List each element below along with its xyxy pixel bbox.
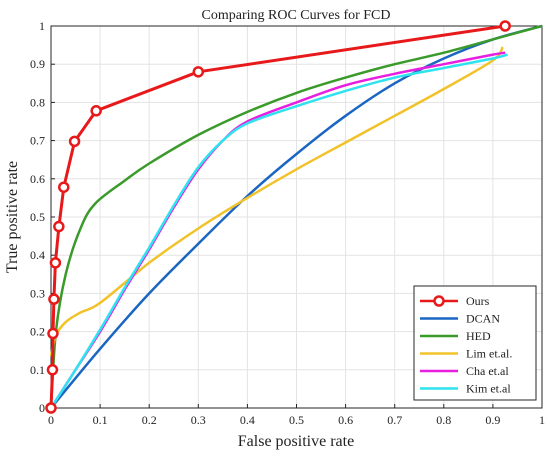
data-point-ours — [49, 257, 62, 269]
y-tick-label: 1 — [39, 19, 45, 33]
y-tick-label: 0.6 — [30, 172, 45, 186]
legend-label-cha-et-al: Cha et.al — [466, 364, 509, 378]
x-tick-label: 0.2 — [142, 413, 157, 427]
data-point-ours — [46, 364, 59, 376]
x-axis-title: False positive rate — [238, 433, 354, 450]
y-tick-label: 0.2 — [30, 325, 45, 339]
data-point-ours — [53, 220, 65, 233]
y-tick-label: 0 — [39, 401, 45, 415]
x-tick-label: 0.3 — [191, 413, 206, 427]
legend-label-lim-et-al: Lim et.al. — [466, 347, 512, 361]
x-axis-ticks: 0 0.1 0.2 0.3 0.4 0.5 0.6 0.7 0.8 0.9 1 — [48, 404, 545, 427]
series-line-dcan — [50, 24, 543, 409]
y-tick-label: 0.4 — [30, 248, 45, 262]
y-tick-label: 0.7 — [30, 134, 45, 148]
data-point-ours — [90, 105, 102, 117]
x-tick-label: 0.6 — [338, 413, 353, 427]
y-tick-label: 0.9 — [30, 57, 45, 71]
legend-label-dcan: DCAN — [466, 312, 500, 326]
data-point-ours — [192, 66, 205, 78]
y-axis-title: True positive rate — [4, 161, 21, 273]
x-tick-label: 0.5 — [289, 413, 304, 427]
y-tick-label: 0.8 — [30, 95, 45, 109]
series-line-kim-et-al — [49, 53, 508, 409]
chart-title: Comparing ROC Curves for FCD — [202, 8, 391, 23]
x-tick-label: 0.1 — [93, 413, 108, 427]
legend-label-hed: HED — [466, 329, 491, 343]
data-point-ours — [499, 20, 511, 32]
legend-box — [413, 285, 537, 401]
legend-label-ours: Ours — [466, 294, 490, 308]
data-point-ours — [45, 402, 57, 414]
data-point-ours — [68, 135, 81, 148]
x-tick-label: 0.4 — [240, 413, 255, 427]
data-point-ours — [47, 327, 59, 340]
x-tick-label: 1 — [539, 413, 545, 427]
x-tick-label: 0 — [48, 413, 54, 427]
x-tick-label: 0.7 — [387, 413, 402, 427]
x-tick-label: 0.9 — [485, 413, 500, 427]
data-point-ours — [58, 181, 70, 193]
series-line-hed — [49, 24, 543, 409]
y-axis-ticks: 0 0.1 0.2 0.3 0.4 0.5 0.6 0.7 0.8 0.9 1 — [30, 19, 55, 415]
x-tick-label: 0.8 — [436, 413, 451, 427]
series-group — [45, 20, 543, 414]
legend-marker-ours — [433, 295, 445, 307]
series-line-lim-et-al — [49, 46, 504, 357]
y-tick-label: 0.1 — [30, 363, 45, 377]
y-tick-label: 0.3 — [30, 286, 45, 300]
legend-label-kim-et-al: Kim et.al — [466, 382, 511, 396]
data-point-ours — [48, 293, 60, 305]
y-tick-label: 0.5 — [30, 210, 45, 224]
legend: Ours DCAN HED Lim et.al. Cha et.al Kim et.al — [413, 285, 537, 401]
